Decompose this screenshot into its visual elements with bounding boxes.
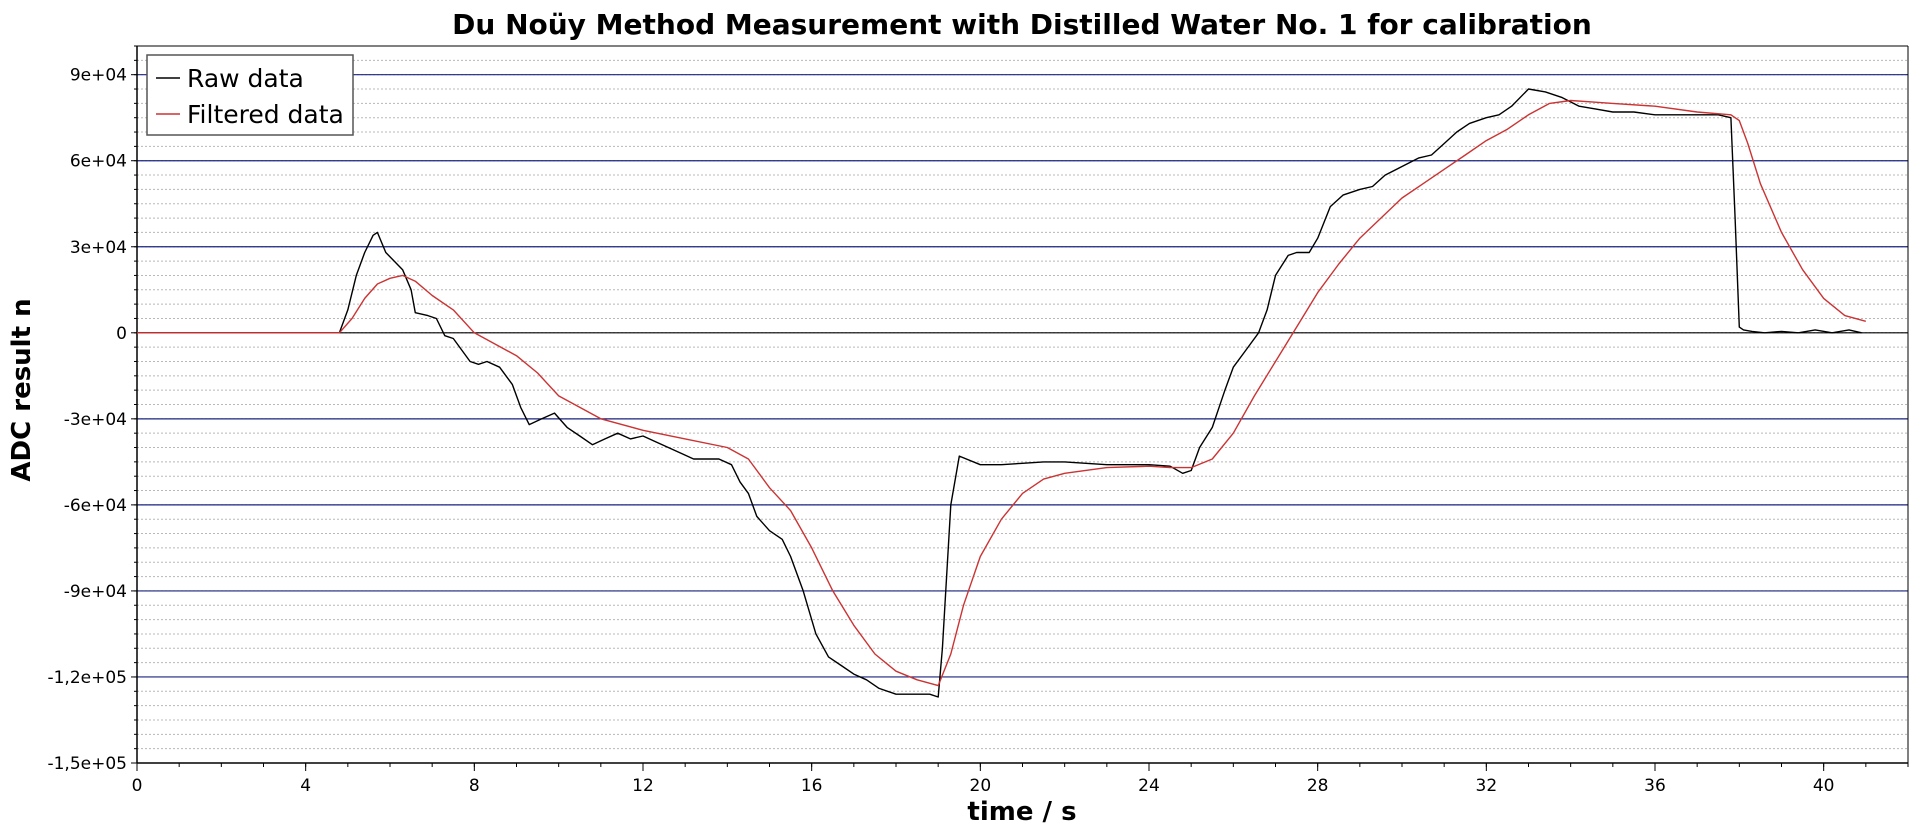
y-tick-label: -3e+04 xyxy=(64,410,127,430)
x-tick-label: 24 xyxy=(1138,776,1160,796)
x-tick-label: 28 xyxy=(1307,776,1329,796)
y-tick-label: 0 xyxy=(116,324,127,344)
y-tick-label: 3e+04 xyxy=(70,238,127,258)
legend-label-raw: Raw data xyxy=(187,64,304,93)
x-tick-label: 36 xyxy=(1644,776,1666,796)
x-tick-label: 20 xyxy=(970,776,992,796)
chart-title: Du Noüy Method Measurement with Distille… xyxy=(452,8,1592,41)
x-tick-label: 12 xyxy=(632,776,654,796)
axes-layer: 9e+04 6e+04 3e+04 0 -3e+04 -6e+04 -9e+04 -1,2e+… xyxy=(47,45,1909,796)
legend: Raw data Filtered data xyxy=(146,54,354,136)
x-tick-label: 4 xyxy=(300,776,311,796)
y-tick-label: -9e+04 xyxy=(64,582,127,602)
series-line-raw-data xyxy=(137,88,1862,698)
y-tick-label: -1,2e+05 xyxy=(47,668,127,688)
x-tick-label: 0 xyxy=(132,776,143,796)
x-tick-label: 32 xyxy=(1476,776,1498,796)
y-axis-label: ADC result n xyxy=(7,298,37,481)
x-tick-label: 16 xyxy=(801,776,823,796)
y-tick-label: 9e+04 xyxy=(70,66,127,86)
y-tick-label: -6e+04 xyxy=(64,496,127,516)
x-tick-label: 8 xyxy=(469,776,480,796)
x-axis-label: time / s xyxy=(967,797,1076,827)
legend-box xyxy=(146,54,354,136)
y-tick-label: 6e+04 xyxy=(70,152,127,172)
series-layer xyxy=(137,88,1866,698)
grid-layer xyxy=(137,45,1908,764)
y-tick-label: -1,5e+05 xyxy=(47,754,127,774)
series-line-filtered-data xyxy=(137,99,1866,687)
x-tick-label: 40 xyxy=(1813,776,1835,796)
legend-label-filtered: Filtered data xyxy=(187,100,344,129)
